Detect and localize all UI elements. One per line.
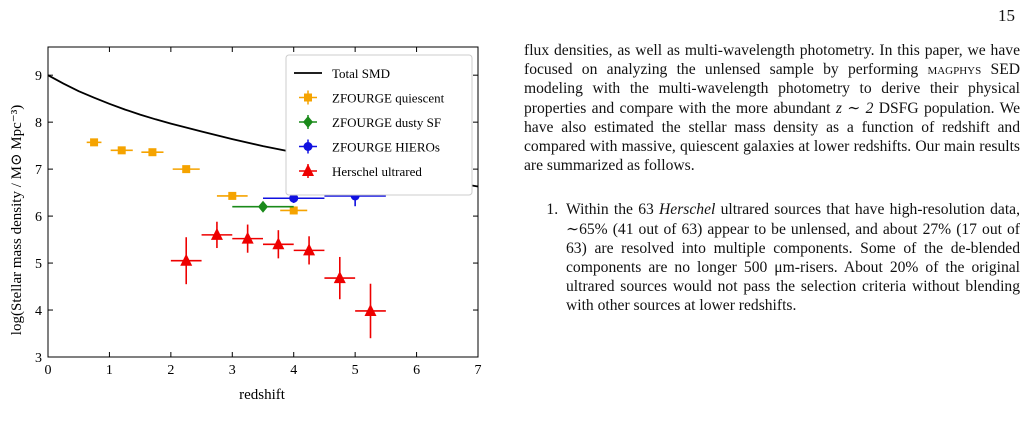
legend-marker (304, 93, 312, 102)
chart-legend: Total SMD ZFOURGE quiescent ZFOURGE dusty … (285, 54, 473, 196)
series-0 (86, 138, 308, 215)
result-item-text-1: Within the 63 (566, 201, 660, 219)
text-column: flux densities, as well as multi-wavelen… (524, 41, 1020, 316)
data-point (241, 231, 254, 244)
paragraph-text-2: SED modeling with the multi-wavelength p… (524, 61, 1021, 117)
legend-label: Total SMD (332, 66, 390, 81)
data-point (148, 148, 157, 157)
plot-area (48, 74, 478, 339)
x-tick-label: 7 (475, 363, 482, 378)
data-point (180, 253, 193, 266)
data-point (258, 200, 268, 213)
data-point (210, 227, 223, 240)
legend-label: ZFOURGE HIEROs (332, 140, 440, 155)
page-number: 15 (998, 6, 1015, 25)
result-item-text-2: ultrared sources that have high-resoluti… (566, 201, 1020, 315)
conclusion-paragraph: flux densities, as well as multi-wavelen… (524, 41, 1020, 175)
data-point (117, 146, 126, 155)
paragraph-text-1: flux densities, as well as multi-wavelen… (524, 42, 1020, 79)
legend-marker (302, 164, 314, 176)
legend-marker (303, 142, 313, 151)
y-tick-label: 5 (35, 257, 42, 272)
axes-frame (47, 46, 479, 358)
x-tick-label: 1 (106, 363, 113, 378)
paragraph-text-3: DSFG population. We have also estimated … (524, 99, 1020, 175)
result-item-1: Within the 63 Herschel ultrared sources … (562, 200, 1020, 315)
data-point (333, 271, 346, 284)
x-tick-label: 2 (167, 363, 174, 378)
data-point (90, 138, 99, 147)
magphys-term: magphys (927, 61, 982, 79)
y-tick-label: 8 (35, 116, 42, 131)
y-axis-label: log(Stellar mass density / M⊙ Mpc⁻³) (9, 105, 25, 335)
x-axis-label: redshift (239, 387, 286, 402)
y-tick-label: 4 (35, 304, 42, 319)
data-point (289, 193, 299, 203)
x-tick-label: 0 (45, 363, 52, 378)
x-tick-label: 5 (352, 363, 359, 378)
x-tick-label: 6 (413, 363, 420, 378)
legend-marker (303, 116, 313, 128)
data-point (272, 237, 285, 250)
series-1 (232, 200, 294, 213)
legend-label: Herschel ultrared (332, 164, 422, 179)
legend-label: ZFOURGE quiescent (332, 91, 445, 106)
data-point (289, 206, 298, 215)
y-tick-label: 6 (35, 210, 42, 225)
legend-box (285, 54, 473, 196)
data-point (228, 191, 237, 200)
stellar-mass-density-chart: 0 1 2 3 4 5 6 7 3 4 5 6 7 8 9 Total SMD ZFOURGE quiesce… (9, 46, 482, 402)
y-tick-label: 3 (35, 351, 42, 366)
legend-label: ZFOURGE dusty SF (332, 115, 441, 130)
data-point (182, 165, 191, 174)
y-tick-label: 9 (35, 69, 42, 84)
data-point (303, 243, 316, 256)
x-tick-label: 3 (229, 363, 236, 378)
axes: 0 1 2 3 4 5 6 7 3 4 5 6 7 8 9 (35, 46, 482, 378)
series-3 (170, 221, 386, 339)
y-tick-label: 7 (35, 163, 42, 178)
data-point (364, 303, 377, 316)
x-tick-label: 4 (290, 363, 297, 378)
redshift-math: z ∼ 2 (835, 99, 874, 117)
herschel-term: Herschel (659, 201, 716, 219)
results-list: Within the 63 Herschel ultrared sources … (524, 200, 1020, 315)
